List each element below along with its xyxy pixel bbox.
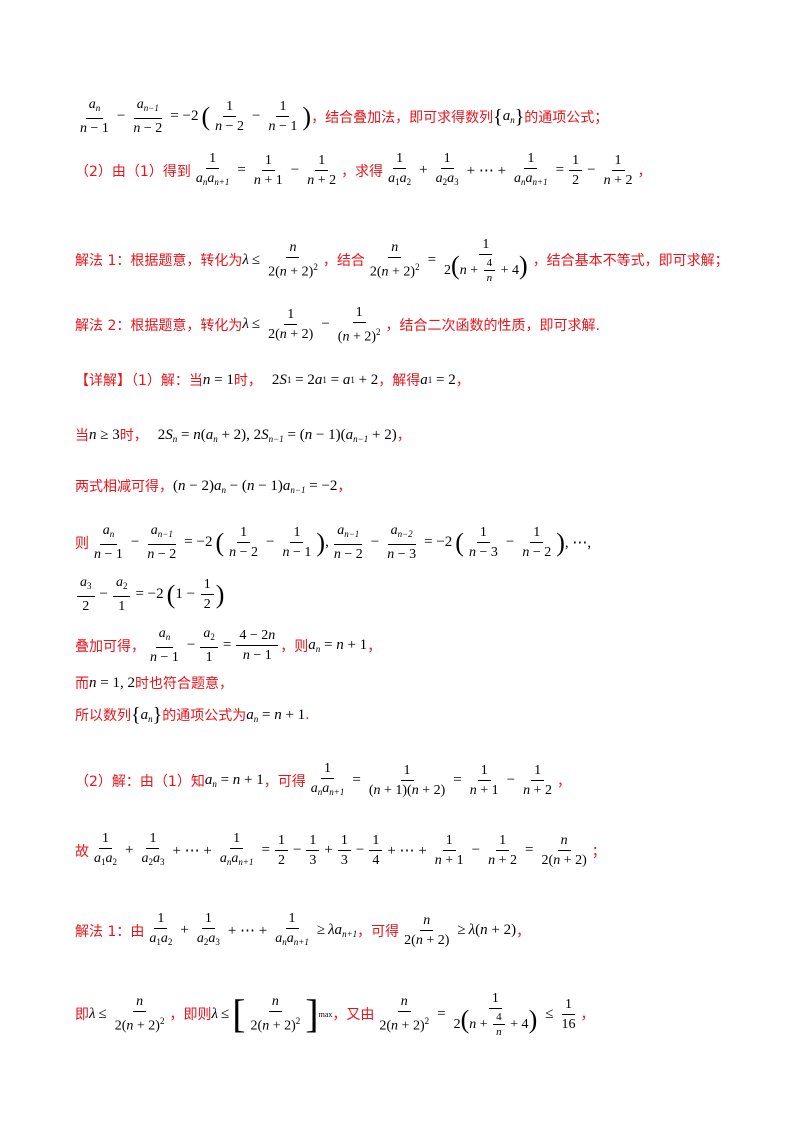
text-l5b: 时，: [233, 373, 262, 389]
text-l5c: ，解得: [378, 373, 421, 389]
formula-inequality: 1 a1a2 + 1 a2a3 + ⋯ + 1 anan+1 ≥ λan+1: [149, 911, 358, 947]
text-l16d: ，: [580, 1007, 595, 1024]
text-l1b: 的通项公式；: [524, 109, 609, 126]
text-l6a: 当: [75, 428, 89, 444]
formula-lambda-max: λ ≤[ n 2(n + 2)2 ] max: [211, 991, 333, 1037]
text-l15a: 解法 1：由: [75, 923, 145, 940]
text-l16b: ，即则: [169, 1007, 212, 1024]
text-l2b: ，求得: [341, 163, 384, 180]
text-l13b: ，可得: [263, 773, 306, 790]
formula-n-1-2: n = 1, 2: [89, 674, 135, 691]
text-l6c: ，: [396, 428, 411, 444]
line-7: 两式相减可得， (n − 2) an − (n − 1) an−1 = −2 ，: [75, 476, 351, 496]
text-l14b: ；: [591, 843, 606, 860]
text-l10c: ，: [367, 638, 382, 655]
text-l12a: 所以数列: [75, 708, 131, 724]
line-13: （2）解：由（1）知 an = n + 1 ，可得 1 anan+1 = 1 (n …: [75, 760, 571, 801]
formula-n-geq-3: n ≥ 3: [89, 426, 120, 443]
line-15: 解法 1：由 1 a1a2 + 1 a2a3 + ⋯ + 1 anan+1 ≥ λan+…: [75, 910, 530, 951]
text-l15c: ，: [516, 923, 531, 940]
text-l1a: ，结合叠加法，即可求得数列: [311, 109, 494, 126]
text-l5a: 【详解】（1）解：当: [75, 373, 203, 389]
line-3: 解法 1：根据题意，转化为 λ ≤ n 2(n + 2)2 ，结合 n 2(n + 2…: [75, 236, 729, 284]
text-l3c: ，结合基本不等式，即可求解；: [532, 253, 729, 270]
text-l7b: ，: [337, 479, 352, 495]
line-9: a3 2 − a2 1 = −2(1 − 1 2): [75, 574, 224, 615]
text-l5d: ，: [455, 373, 470, 389]
text-l12c: .: [305, 707, 310, 723]
formula-lambda-leq: λ ≤ n 2(n + 2)2: [89, 994, 165, 1034]
formula-sequence-an: {an}: [493, 105, 525, 128]
text-l4a: 解法 2：根据题意，转化为: [75, 317, 243, 334]
text-l16a: 即: [75, 1007, 89, 1024]
text-l10b: ，则: [280, 638, 309, 655]
formula-an-final: an = n + 1: [246, 706, 306, 724]
line-10: 叠加可得， an n − 1 − a2 1 = 4 − 2n n − 1 ，则 an …: [75, 625, 381, 666]
formula-base-case: a3 2 − a2 1 = −2(1 − 1 2): [75, 574, 224, 615]
formula-an: an = n + 1: [308, 637, 368, 654]
text-l10a: 叠加可得，: [75, 638, 145, 655]
formula-n-equals-1: n = 1: [202, 371, 234, 388]
line-4: 解法 2：根据题意，转化为 λ ≤ 1 2(n + 2) − 1 (n + 2)2 ，…: [75, 304, 600, 346]
text-l16c: ，又由: [332, 1007, 375, 1024]
line-6: 当 n ≥ 3 时， 2 Sn = n(an + 2), 2 Sn−1 = (n −…: [75, 425, 411, 445]
text-l8a: 则: [75, 535, 89, 552]
formula-an-known: an = n + 1: [204, 772, 264, 789]
text-l3a: 解法 1：根据题意，转化为: [75, 253, 243, 270]
text-l3b: ，结合: [322, 253, 365, 270]
formula-lambda-bound: λ ≤ n 2(n + 2)2: [242, 240, 318, 280]
formula-sn: 2 Sn = n(an + 2), 2 Sn−1 = (n − 1)(an−1 + …: [157, 426, 397, 444]
text-l15b: ，可得: [357, 923, 400, 940]
text-l6b: 时，: [119, 428, 148, 444]
text-l13a: （2）解：由（1）知: [75, 773, 205, 790]
text-l2a: （2）由（1）得到: [75, 163, 191, 180]
formula-sum-result: an n − 1 − a2 1 = 4 − 2n n − 1: [145, 625, 280, 666]
text-l11a: 而: [75, 676, 89, 692]
line-12: 所以数列 {an} 的通项公式为 an = n + 1 .: [75, 705, 310, 725]
formula-inequality-2: n 2(n + 2) ≥ λ(n + 2): [404, 913, 517, 948]
text-l2c: ，: [637, 163, 652, 180]
line-14: 故 1 a1a2 + 1 a2a3 + ⋯ + 1 anan+1 = 1 2− 1 3 + …: [75, 830, 606, 871]
text-l11b: 时也符合题意，: [134, 676, 233, 692]
text-l14a: 故: [75, 843, 89, 860]
line-16: 即 λ ≤ n 2(n + 2)2 ，即则 λ ≤[ n 2(n + 2)2 ] max …: [75, 990, 594, 1038]
text-l12b: 的通项公式为: [162, 708, 247, 724]
line-11: 而 n = 1, 2 时也符合题意，: [75, 673, 233, 693]
text-l7a: 两式相减可得，: [75, 479, 173, 495]
text-l4b: ，结合二次函数的性质，即可求解.: [385, 317, 600, 334]
formula-sequence-an-2: {an}: [131, 704, 163, 726]
formula-lambda-quadratic: λ ≤ 1 2(n + 2) − 1 (n + 2)2: [242, 305, 381, 345]
text-l13c: ，: [557, 773, 572, 790]
formula-subtract: (n − 2) an − (n − 1) an−1 = −2: [173, 477, 338, 495]
